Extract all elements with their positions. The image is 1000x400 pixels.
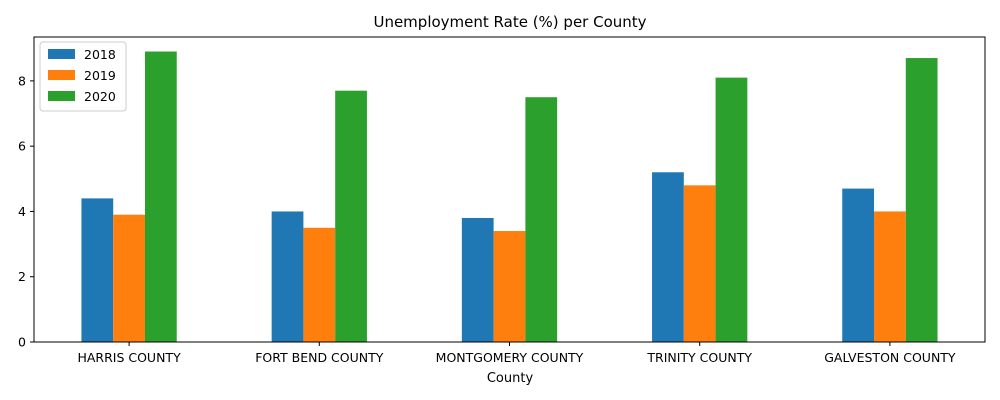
legend-label-2018: 2018	[84, 47, 116, 62]
legend-swatch-2018	[48, 49, 75, 59]
bar-2019-4	[683, 185, 716, 342]
legend-swatch-2020	[48, 91, 75, 101]
bar-2019-3	[493, 231, 526, 342]
legend-label-2019: 2019	[84, 68, 116, 83]
y-tick-label: 0	[18, 335, 26, 350]
bar-2020-2	[335, 90, 367, 342]
x-tick-label: HARRIS COUNTY	[77, 350, 181, 365]
bar-2018-5	[842, 188, 875, 342]
bar-2020-1	[144, 51, 177, 343]
bar-2018-1	[81, 198, 114, 342]
plot-frame	[33, 36, 986, 343]
bar-2018-4	[652, 172, 684, 342]
bar-2020-4	[715, 77, 748, 342]
bar-2020-3	[525, 97, 558, 342]
legend: 2018 2019 2020	[39, 41, 127, 112]
bar-2019-1	[113, 214, 145, 342]
x-tick-label: FORT BEND COUNTY	[255, 350, 384, 365]
x-axis-ticks: HARRIS COUNTY FORT BEND COUNTY MONTGOMERY …	[77, 342, 956, 365]
x-tick-label: TRINITY COUNTY	[646, 350, 752, 365]
legend-label-2020: 2020	[84, 89, 116, 104]
x-tick-label: MONTGOMERY COUNTY	[436, 350, 584, 365]
bar-2020-5	[905, 58, 938, 343]
bars	[81, 51, 938, 343]
y-tick-label: 8	[18, 73, 26, 88]
y-tick-label: 6	[18, 139, 26, 154]
chart-title: Unemployment Rate (%) per County	[373, 13, 646, 31]
y-tick-label: 4	[18, 204, 26, 219]
bar-2019-2	[303, 227, 336, 342]
bar-2018-2	[271, 211, 304, 342]
bar-2018-3	[461, 217, 494, 342]
y-axis-ticks: 0 2 4 6 8	[18, 73, 34, 350]
x-axis-label: County	[487, 371, 534, 386]
legend-swatch-2019	[48, 70, 75, 80]
x-tick-label: GALVESTON COUNTY	[824, 350, 956, 365]
y-tick-label: 2	[18, 269, 26, 284]
bar-2019-5	[874, 211, 906, 342]
